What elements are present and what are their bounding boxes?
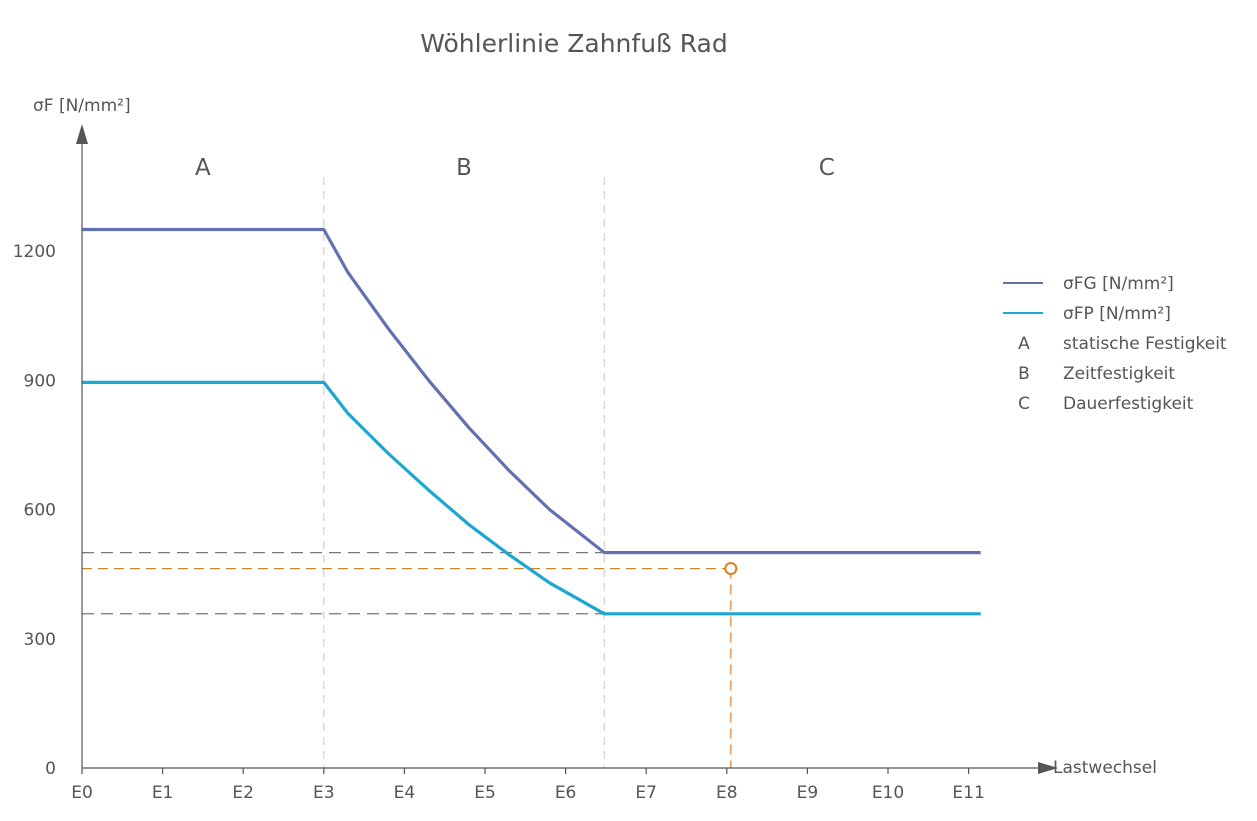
- legend-key-C: C: [1018, 394, 1030, 414]
- y-axis-arrow: [76, 124, 88, 144]
- legend-label-4: Dauerfestigkeit: [1063, 394, 1194, 414]
- x-tick-label-E11: E11: [952, 783, 984, 803]
- legend-label-2: statische Festigkeit: [1063, 334, 1227, 354]
- y-tick-label-0: 0: [45, 759, 56, 779]
- x-tick-label-E6: E6: [555, 783, 577, 803]
- chart-title: Wöhlerlinie Zahnfuß Rad: [420, 29, 728, 58]
- x-tick-label-E8: E8: [716, 783, 738, 803]
- x-tick-label-E2: E2: [232, 783, 254, 803]
- x-axis-arrow: [1038, 762, 1058, 774]
- y-tick-label-600: 600: [24, 501, 56, 521]
- x-tick-label-E3: E3: [313, 783, 335, 803]
- x-axis-label: Lastwechsel: [1053, 758, 1157, 778]
- y-axis-label: σF [N/mm²]: [33, 96, 131, 116]
- x-tick-label-E4: E4: [394, 783, 416, 803]
- x-tick-label-E0: E0: [71, 783, 93, 803]
- x-tick-label-E9: E9: [797, 783, 819, 803]
- x-tick-label-E10: E10: [872, 783, 904, 803]
- marker-point: [724, 562, 738, 576]
- background-layer: A B C: [82, 155, 835, 768]
- region-label-B: B: [456, 155, 472, 181]
- legend-label-1: σFP [N/mm²]: [1063, 304, 1171, 324]
- y-tick-label-900: 900: [24, 371, 56, 391]
- region-label-A: A: [195, 155, 211, 181]
- x-tick-label-E1: E1: [152, 783, 174, 803]
- series-line-0: [82, 227, 981, 555]
- legend: σFG [N/mm²] σFP [N/mm²] A statische Festigk…: [1003, 274, 1227, 414]
- legend-key-A: A: [1018, 334, 1030, 354]
- legend-label-0: σFG [N/mm²]: [1063, 274, 1174, 294]
- series-line-1: [82, 380, 981, 616]
- x-tick-label-E5: E5: [474, 783, 496, 803]
- legend-key-B: B: [1018, 364, 1030, 384]
- y-tick-label-300: 300: [24, 630, 56, 650]
- series-layer: [82, 227, 981, 616]
- x-tick-label-E7: E7: [635, 783, 657, 803]
- region-label-C: C: [819, 155, 835, 181]
- legend-label-3: Zeitfestigkeit: [1063, 364, 1175, 384]
- y-tick-label-1200: 1200: [13, 242, 56, 262]
- axes-layer: E0 E1 E2 E3 E4 E5 E6 E7 E8 E9 E10 E11 0 300 600 900 1200: [13, 124, 1058, 803]
